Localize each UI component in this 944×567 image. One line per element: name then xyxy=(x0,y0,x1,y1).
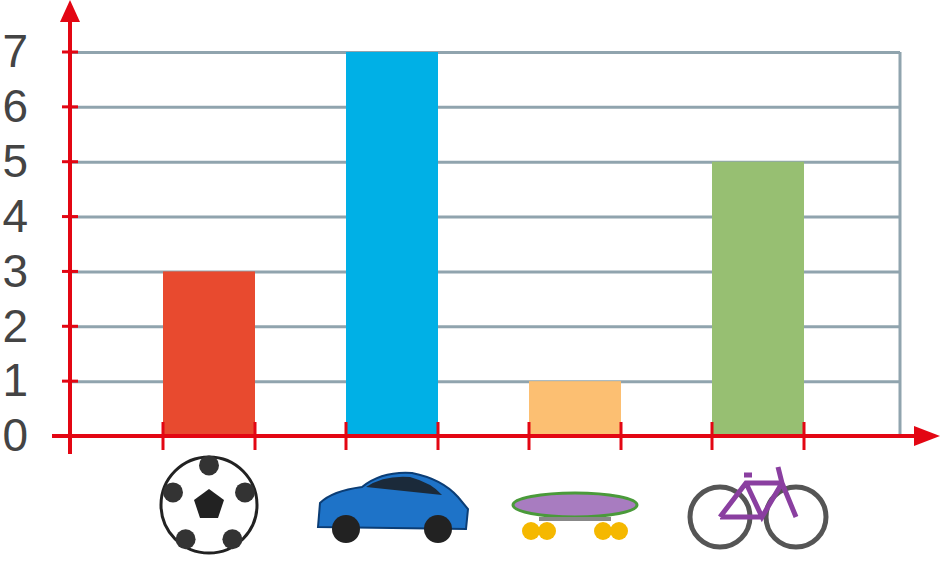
svg-text:5: 5 xyxy=(3,135,29,187)
svg-text:6: 6 xyxy=(3,80,29,132)
svg-text:4: 4 xyxy=(3,190,29,242)
svg-text:0: 0 xyxy=(3,409,29,461)
svg-text:7: 7 xyxy=(3,25,29,77)
svg-text:2: 2 xyxy=(3,300,29,352)
svg-text:3: 3 xyxy=(3,245,29,297)
svg-text:1: 1 xyxy=(3,354,29,406)
